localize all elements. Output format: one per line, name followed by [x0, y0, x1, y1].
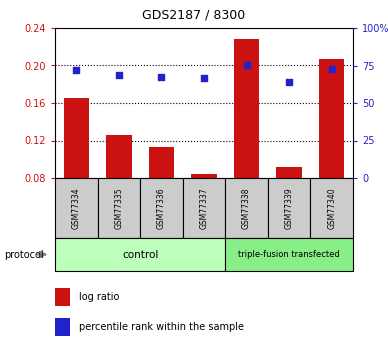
Text: GSM77339: GSM77339 — [285, 187, 294, 229]
Point — [201, 76, 207, 81]
Bar — [106, 135, 132, 178]
Bar — [225, 238, 353, 271]
Text: GSM77335: GSM77335 — [114, 187, 123, 229]
Text: GDS2187 / 8300: GDS2187 / 8300 — [142, 8, 246, 21]
Bar — [55, 238, 225, 271]
Text: GSM77334: GSM77334 — [72, 187, 81, 229]
Bar — [276, 167, 302, 178]
Bar — [234, 39, 259, 178]
Text: GSM77338: GSM77338 — [242, 187, 251, 229]
Text: percentile rank within the sample: percentile rank within the sample — [79, 322, 244, 332]
Bar — [310, 178, 353, 238]
Bar — [55, 178, 97, 238]
Bar — [191, 174, 217, 178]
Point — [73, 67, 80, 73]
Bar — [319, 59, 345, 178]
Point — [329, 66, 335, 71]
Point — [116, 72, 122, 77]
Point — [243, 62, 249, 68]
Text: GSM77340: GSM77340 — [327, 187, 336, 229]
Text: log ratio: log ratio — [79, 292, 119, 302]
Point — [158, 74, 165, 79]
Bar — [225, 178, 268, 238]
Bar — [55, 318, 70, 336]
Bar — [140, 178, 183, 238]
Bar — [268, 178, 310, 238]
Bar — [97, 178, 140, 238]
Bar — [183, 178, 225, 238]
Text: GSM77337: GSM77337 — [199, 187, 208, 229]
Bar — [55, 288, 70, 306]
Text: triple-fusion transfected: triple-fusion transfected — [238, 250, 340, 259]
Bar — [64, 98, 89, 178]
Text: GSM77336: GSM77336 — [157, 187, 166, 229]
Text: control: control — [122, 249, 158, 259]
Text: protocol: protocol — [4, 249, 43, 259]
Point — [286, 79, 292, 85]
Bar — [149, 147, 174, 178]
